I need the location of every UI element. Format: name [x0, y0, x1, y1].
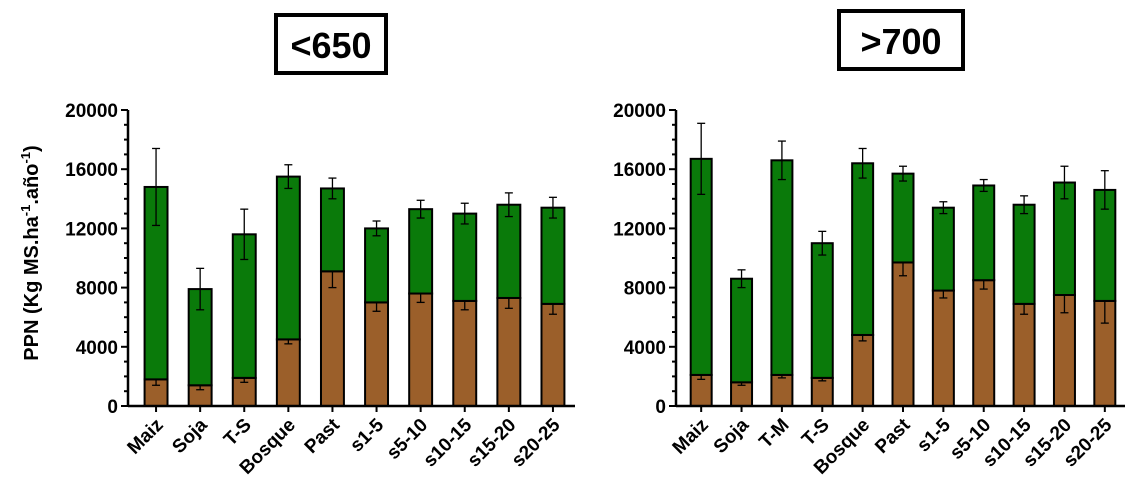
bar-segment-brown: [1012, 302, 1036, 408]
bar-segment-brown: [891, 261, 915, 407]
bar-segment-green: [931, 206, 955, 292]
x-tick-label: Soja: [710, 414, 754, 458]
y-tick-label: 12000: [65, 219, 118, 240]
bar-segment-green: [275, 175, 301, 341]
y-tick-label: 16000: [613, 160, 666, 181]
chart-title-right: >700: [837, 9, 965, 71]
y-tick-label: 20000: [65, 101, 118, 122]
x-tick-label: Maiz: [669, 415, 713, 459]
x-tick-label: T-M: [755, 415, 793, 453]
bar-segment-green: [810, 242, 834, 379]
x-tick-label: s20-25: [508, 414, 565, 471]
bar-segment-green: [452, 212, 478, 302]
bar-segment-brown: [851, 333, 875, 407]
chart-title-left: <650: [274, 13, 388, 75]
bar-segment-green: [319, 187, 345, 273]
y-tick-label: 8000: [624, 279, 666, 300]
bar-segment-brown: [275, 338, 301, 407]
bar-segment-brown: [364, 301, 390, 407]
bar-segment-brown: [496, 296, 522, 407]
y-tick-label: 0: [107, 397, 118, 418]
bar-segment-brown: [770, 373, 794, 408]
bar-segment-green: [364, 227, 390, 304]
x-tick-label: Soja: [168, 414, 212, 458]
bar-segment-brown: [540, 302, 566, 408]
bar-segment-green: [540, 206, 566, 305]
x-tick-label: s10-15: [420, 414, 477, 471]
y-tick-label: 0: [655, 397, 666, 418]
bar-segment-green: [730, 277, 754, 384]
x-tick-label: Past: [871, 414, 915, 458]
x-tick-label: T-S: [220, 415, 256, 451]
bar-segment-green: [770, 159, 794, 376]
x-tick-label: Maiz: [124, 415, 168, 459]
bar-segment-green: [851, 162, 875, 336]
x-tick-label: Past: [301, 414, 345, 458]
x-tick-label: s1-5: [346, 414, 388, 456]
y-tick-label: 4000: [624, 338, 666, 359]
y-axis-label: PPN (Kg MS.ha-1.año-1): [18, 145, 43, 360]
y-tick-label: 16000: [65, 160, 118, 181]
bar-segment-green: [891, 172, 915, 264]
bar-segment-brown: [810, 376, 834, 408]
bar-segment-brown: [319, 270, 345, 407]
bar-segment-green: [1012, 203, 1036, 305]
bar-segment-brown: [452, 299, 478, 408]
y-tick-label: 20000: [613, 101, 666, 122]
y-tick-label: 12000: [613, 219, 666, 240]
bar-segment-green: [496, 203, 522, 299]
x-tick-label: s15-20: [464, 415, 521, 472]
bar-segment-green: [972, 184, 996, 282]
bar-segment-brown: [408, 292, 434, 407]
bar-segment-brown: [931, 289, 955, 407]
bar-segment-green: [408, 208, 434, 295]
bar-segment-brown: [972, 279, 996, 408]
y-tick-label: 4000: [76, 338, 118, 359]
y-tick-label: 8000: [76, 279, 118, 300]
